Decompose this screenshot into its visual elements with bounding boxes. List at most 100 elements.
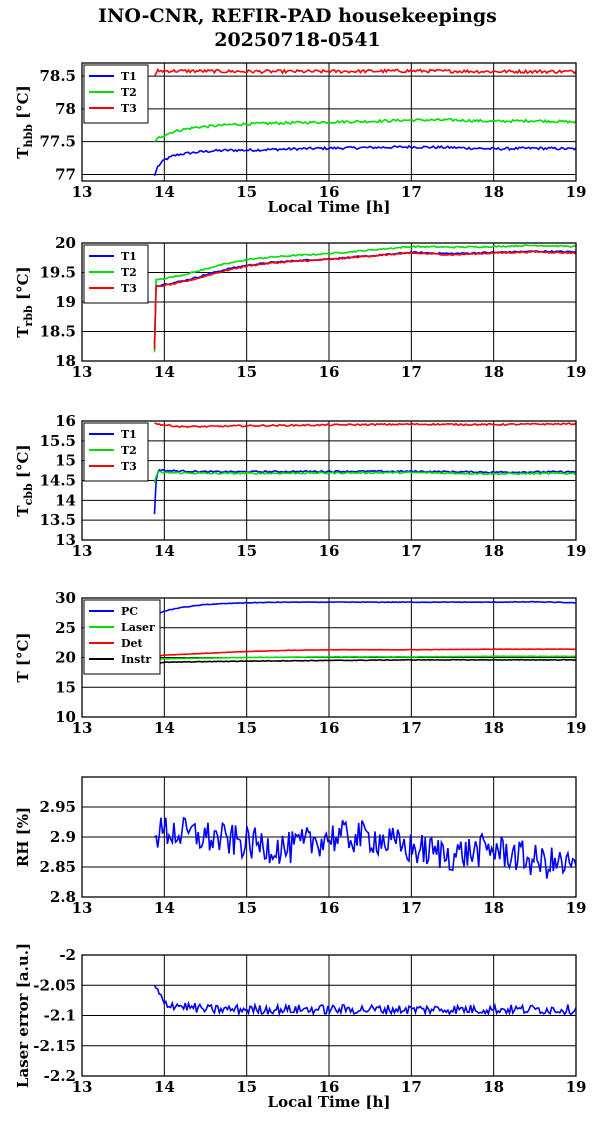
y-tick-label: 2.9 [50,828,76,846]
x-tick-label: 13 [72,899,93,917]
x-tick-label: 15 [236,542,257,560]
x-tick-label: 14 [154,1078,175,1096]
y-axis-label: Tcbb [°C] [14,444,35,516]
chart-title-line2: 20250718-0541 [214,29,381,51]
y-axis-label: RH [%] [14,807,32,867]
series-line-laser [154,655,577,661]
legend: PC Laser Det Instr [83,599,161,675]
y-tick-label: -2.2 [44,1067,76,1085]
y-tick-label: 78 [55,100,76,118]
y-tick-label: 14.5 [39,472,76,490]
panel-1: 13 14 15 16 17 18 19 77 77.5 78 78.5 Local Time [h]… [14,62,587,216]
y-axis-label: T [°C] [14,632,32,682]
y-tick-label: 2.8 [50,888,76,906]
plot-frame [81,597,577,718]
legend-box [83,422,149,482]
y-tick-label: 77 [55,165,76,183]
x-tick-label: 17 [401,542,422,560]
y-tick-label: 15.5 [39,432,76,450]
x-tick-label: 13 [72,542,93,560]
legend-label: T3 [121,282,137,295]
y-tick-label: -2.15 [33,1037,76,1055]
x-tick-label: 17 [401,1078,422,1096]
y-tick-label: -2.05 [33,976,76,994]
series-line-t1 [153,144,577,177]
plot-frame [81,420,577,541]
series-line-t2 [153,117,577,143]
x-tick-label: 14 [154,542,175,560]
y-tick-label: -2.1 [44,1007,76,1025]
x-tick-label: 19 [566,1078,587,1096]
legend: T1 T2 T3 [83,64,149,124]
chart-title-line1: INO-CNR, REFIR-PAD housekeepings [98,5,497,27]
legend-box [83,599,161,675]
chart-title: INO-CNR, REFIR-PAD housekeepings 2025071… [0,4,595,52]
y-tick-label: 13 [55,531,76,549]
series-line-t2 [153,470,577,483]
x-tick-label: 18 [483,183,504,201]
x-tick-label: 18 [483,363,504,381]
legend-label: T2 [121,266,137,279]
plot-frame [81,62,577,182]
x-tick-label: 18 [483,719,504,737]
y-axis-label: Thbb [°C] [14,85,35,158]
x-tick-label: 15 [236,183,257,201]
legend-label: T3 [121,460,137,473]
legend-label: Instr [121,653,151,666]
y-tick-label: 2.95 [39,798,76,816]
y-tick-label: 10 [55,708,76,726]
y-tick-label: 14 [55,491,76,509]
legend-label: Det [121,637,144,650]
legend-box [83,244,149,304]
plot-frame [81,242,577,362]
legend: T1 T2 T3 [83,422,149,482]
panel-4: 13 14 15 16 17 18 19 10 15 20 25 30 T [°C] PC Laser Det… [14,589,586,737]
x-tick-label: 16 [319,183,340,201]
y-tick-label: -2 [59,946,76,964]
x-tick-label: 13 [72,1078,93,1096]
legend: T1 T2 T3 [83,244,149,304]
series-line-det [154,648,576,658]
x-tick-label: 19 [566,899,587,917]
x-tick-label: 14 [154,183,175,201]
x-axis-label: Local Time [h] [268,198,391,216]
x-tick-label: 16 [319,363,340,381]
y-tick-label: 15 [55,452,76,470]
legend-label: PC [121,605,138,618]
series-line-t3 [153,250,577,350]
x-tick-label: 14 [154,899,175,917]
x-tick-label: 13 [72,363,93,381]
x-tick-label: 19 [566,363,587,381]
series-line-value [154,816,577,879]
x-tick-label: 14 [154,719,175,737]
x-tick-label: 17 [401,183,422,201]
legend-label: T2 [121,444,137,457]
y-tick-label: 20 [55,234,76,252]
x-tick-label: 16 [319,719,340,737]
y-tick-label: 77.5 [39,133,76,151]
y-tick-label: 2.85 [39,858,76,876]
y-tick-label: 16 [55,412,76,430]
series-line-t1 [153,468,577,515]
y-axis-label: Trbb [°C] [14,266,35,337]
y-tick-label: 15 [55,678,76,696]
y-tick-label: 18.5 [39,323,76,341]
panel-6: 13 14 15 16 17 18 19 -2.2 -2.15 -2.1 -2.05 -2 Local … [14,943,586,1111]
x-tick-label: 14 [154,363,175,381]
legend-label: T1 [121,70,137,83]
legend-label: T1 [121,250,137,263]
legend-label: T3 [121,102,137,115]
x-tick-label: 13 [72,183,93,201]
legend-box [83,64,149,124]
x-tick-label: 18 [483,1078,504,1096]
series-line-value [153,984,577,1018]
series-line-t1 [153,249,577,344]
x-tick-label: 16 [319,542,340,560]
x-tick-label: 13 [72,719,93,737]
y-tick-label: 19 [55,293,76,311]
plot-frame [81,776,577,898]
x-tick-label: 19 [566,183,587,201]
y-tick-label: 20 [55,649,76,667]
